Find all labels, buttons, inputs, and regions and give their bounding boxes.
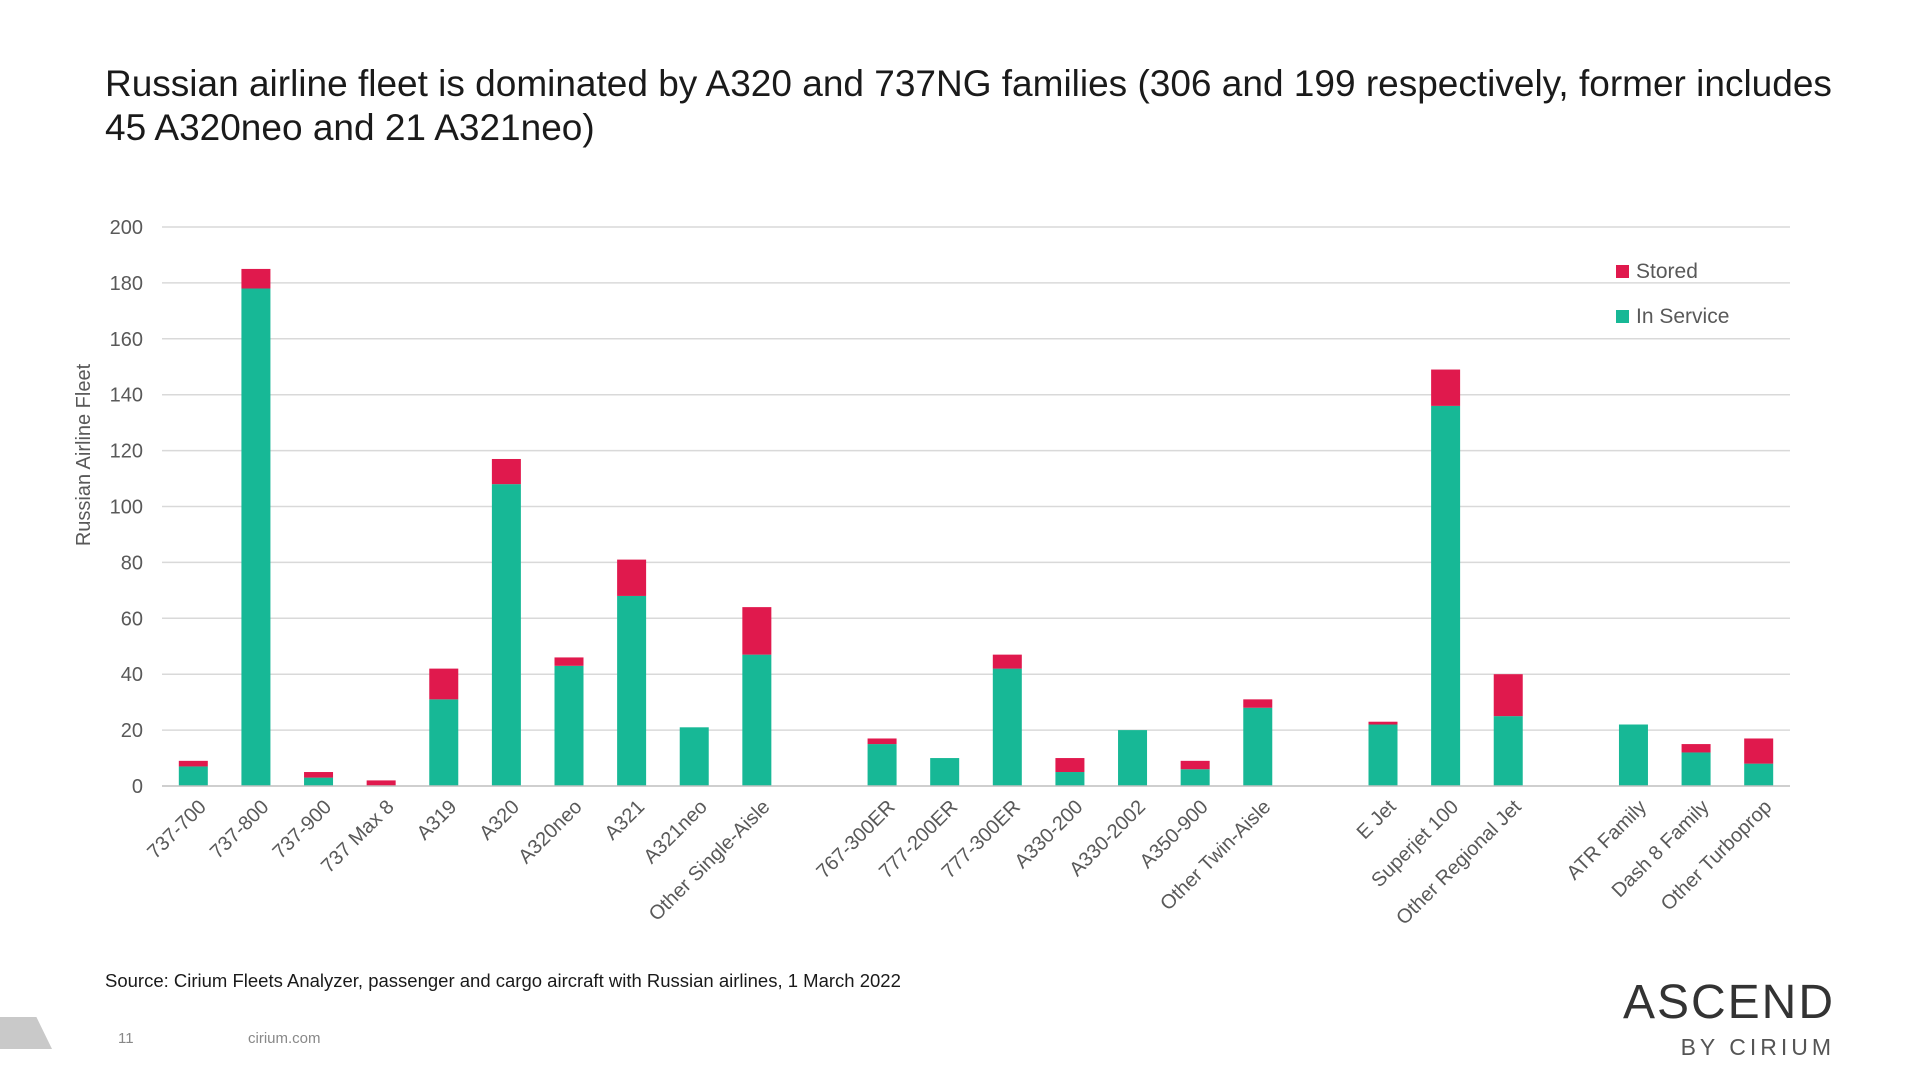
bar-in-service xyxy=(930,758,960,786)
brand-tagline: BY CIRIUM xyxy=(1680,1034,1835,1060)
bar-in-service xyxy=(1744,763,1774,786)
y-tick-label: 120 xyxy=(110,441,143,463)
ascend-by-cirium-logo: ASCEND BY CIRIUM xyxy=(1623,978,1835,1061)
slide-title: Russian airline fleet is dominated by A3… xyxy=(105,63,1832,148)
bar-in-service xyxy=(491,484,521,786)
bar-stored xyxy=(617,559,647,596)
bar-stored xyxy=(429,668,459,700)
bar-in-service xyxy=(1243,707,1273,786)
bar-in-service xyxy=(1180,769,1210,786)
stacked-bar-chart: 0 20 40 60 80 100 120 140 160 180 200 Russian Airl… xyxy=(73,217,1790,930)
x-tick-label: E Jet xyxy=(1353,796,1401,844)
bar-in-service xyxy=(1618,724,1648,786)
bar-in-service xyxy=(992,668,1022,786)
brand-wordmark: ASCEND xyxy=(1622,976,1835,1029)
source-note: Source: Cirium Fleets Analyzer, passenge… xyxy=(105,970,901,991)
bar-stored xyxy=(992,654,1022,669)
x-tick-label: Other Regional Jet xyxy=(1392,796,1526,930)
x-tick-label: 737-700 xyxy=(143,796,210,863)
bar-stored xyxy=(867,738,897,745)
bar-stored xyxy=(178,760,208,767)
legend-swatch-stored xyxy=(1616,265,1629,278)
legend-label-stored: Stored xyxy=(1636,260,1698,283)
bar-stored xyxy=(1493,674,1523,717)
x-tick-label: A320neo xyxy=(514,796,586,868)
x-tick-label: 737-800 xyxy=(206,796,273,863)
y-tick-label: 20 xyxy=(121,720,143,742)
y-tick-label: 200 xyxy=(110,217,143,239)
y-axis-tick-labels: 0 20 40 60 80 100 120 140 160 180 200 xyxy=(110,217,143,798)
bar-stored xyxy=(1744,738,1774,764)
bar-in-service xyxy=(1118,730,1148,786)
legend-swatch-in-service xyxy=(1616,310,1629,323)
y-tick-label: 80 xyxy=(121,552,143,574)
x-tick-label: Other Twin-Aisle xyxy=(1156,796,1275,915)
bar-stored xyxy=(304,772,334,778)
bar-stored xyxy=(1681,744,1711,753)
bar-stored xyxy=(1431,369,1461,406)
website-link[interactable]: cirium.com xyxy=(248,1030,321,1047)
x-tick-label: Other Turboprop xyxy=(1657,796,1776,915)
bar-in-service xyxy=(429,699,459,786)
bar-in-service xyxy=(1368,724,1398,786)
bar-in-service xyxy=(679,727,709,786)
y-tick-label: 180 xyxy=(110,273,143,295)
y-axis-label: Russian Airline Fleet xyxy=(73,363,95,546)
bar-in-service xyxy=(867,744,897,786)
bar-in-service xyxy=(1431,405,1461,786)
x-tick-label: A320 xyxy=(475,796,524,845)
bar-stored xyxy=(366,780,396,786)
y-tick-label: 160 xyxy=(110,329,143,351)
bar-in-service xyxy=(1055,772,1085,786)
bar-in-service xyxy=(241,288,271,786)
bar-in-service xyxy=(617,595,647,786)
corner-decoration xyxy=(0,1017,52,1049)
bar-stored xyxy=(742,607,772,655)
x-tick-label: A321 xyxy=(601,796,650,845)
bar-stored xyxy=(241,268,271,289)
y-tick-label: 140 xyxy=(110,385,143,407)
page-number: 11 xyxy=(118,1030,134,1047)
bar-in-service xyxy=(1681,752,1711,786)
bars xyxy=(178,268,1774,786)
y-tick-label: 40 xyxy=(121,664,143,686)
y-tick-label: 100 xyxy=(110,497,143,519)
bar-stored xyxy=(1055,758,1085,773)
y-tick-label: 60 xyxy=(121,608,143,630)
x-tick-label: Other Single-Aisle xyxy=(645,796,775,926)
bar-in-service xyxy=(304,777,334,786)
bar-in-service xyxy=(554,665,584,786)
bar-stored xyxy=(1243,699,1273,708)
y-tick-label: 0 xyxy=(132,776,143,798)
legend-label-in-service: In Service xyxy=(1636,305,1729,328)
bar-stored xyxy=(491,458,521,485)
bar-in-service xyxy=(1493,716,1523,786)
bar-stored xyxy=(554,657,584,666)
bar-stored xyxy=(1180,760,1210,770)
bar-in-service xyxy=(742,654,772,786)
x-tick-label: A319 xyxy=(413,796,462,845)
legend: Stored In Service xyxy=(1616,260,1729,328)
bar-in-service xyxy=(178,766,208,786)
gridlines xyxy=(162,226,1790,731)
bar-stored xyxy=(1368,721,1398,725)
